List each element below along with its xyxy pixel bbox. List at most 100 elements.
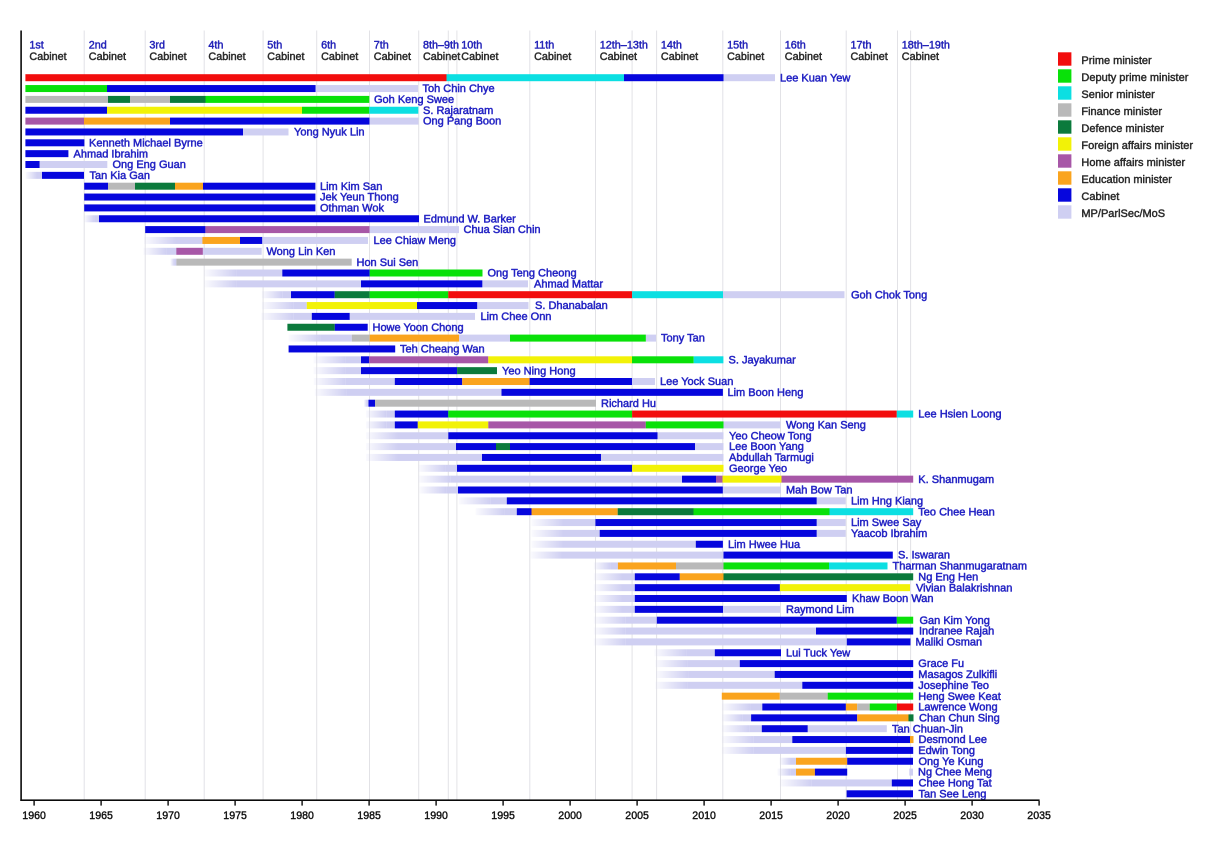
svg-text:Education minister: Education minister <box>1081 174 1172 186</box>
svg-text:4th: 4th <box>208 39 223 51</box>
svg-text:1995: 1995 <box>491 810 515 822</box>
svg-text:Cabinet: Cabinet <box>851 51 888 63</box>
svg-text:Cabinet: Cabinet <box>149 51 186 63</box>
svg-text:Cabinet: Cabinet <box>534 51 571 63</box>
svg-text:Ong Eng Guan: Ong Eng Guan <box>113 159 186 171</box>
svg-text:Goh Chok Tong: Goh Chok Tong <box>851 289 927 301</box>
svg-text:Tony Tan: Tony Tan <box>661 333 705 345</box>
svg-text:Cabinet: Cabinet <box>29 51 66 63</box>
svg-text:Chee Hong Tat: Chee Hong Tat <box>919 778 992 790</box>
svg-text:Cabinet: Cabinet <box>461 51 498 63</box>
svg-text:Toh Chin Chye: Toh Chin Chye <box>423 83 495 95</box>
svg-text:7th: 7th <box>374 39 389 51</box>
svg-text:Lim Hwee Hua: Lim Hwee Hua <box>728 539 801 551</box>
svg-text:Lee Yock Suan: Lee Yock Suan <box>660 376 733 388</box>
svg-text:Yong Nyuk Lin: Yong Nyuk Lin <box>294 127 365 139</box>
svg-text:Teo Chee Hean: Teo Chee Hean <box>918 506 994 518</box>
svg-text:Tan Chuan-Jin: Tan Chuan-Jin <box>892 723 963 735</box>
svg-text:1960: 1960 <box>22 810 46 822</box>
svg-text:Tan Kia Gan: Tan Kia Gan <box>90 170 151 182</box>
svg-text:Cabinet: Cabinet <box>267 51 304 63</box>
svg-text:S. Jayakumar: S. Jayakumar <box>729 354 797 366</box>
svg-text:Indranee Rajah: Indranee Rajah <box>919 626 994 638</box>
svg-text:Goh Keng Swee: Goh Keng Swee <box>374 94 454 106</box>
svg-text:3rd: 3rd <box>149 39 165 51</box>
svg-text:MP/ParlSec/MoS: MP/ParlSec/MoS <box>1081 208 1165 220</box>
svg-text:1st: 1st <box>29 39 43 51</box>
svg-text:1980: 1980 <box>290 810 314 822</box>
svg-text:2nd: 2nd <box>89 39 107 51</box>
svg-text:10th: 10th <box>461 39 482 51</box>
svg-text:Ng Eng Hen: Ng Eng Hen <box>918 571 978 583</box>
svg-text:Lui Tuck Yew: Lui Tuck Yew <box>786 647 850 659</box>
svg-text:Kenneth Michael Byrne: Kenneth Michael Byrne <box>89 137 203 149</box>
svg-text:Cabinet: Cabinet <box>785 51 822 63</box>
svg-text:Ahmad Ibrahim: Ahmad Ibrahim <box>74 148 149 160</box>
svg-text:Cabinet: Cabinet <box>208 51 245 63</box>
svg-text:Ong Teng Cheong: Ong Teng Cheong <box>488 268 577 280</box>
svg-text:Edmund W. Barker: Edmund W. Barker <box>424 213 517 225</box>
svg-text:Heng Swee Keat: Heng Swee Keat <box>918 691 1001 703</box>
svg-text:Desmond Lee: Desmond Lee <box>919 734 988 746</box>
svg-text:Senior minister: Senior minister <box>1081 89 1155 101</box>
svg-text:6th: 6th <box>321 39 336 51</box>
svg-text:Cabinet: Cabinet <box>374 51 411 63</box>
svg-text:8th–9th: 8th–9th <box>423 39 459 51</box>
svg-text:16th: 16th <box>785 39 806 51</box>
svg-text:Lim Kim San: Lim Kim San <box>320 181 382 193</box>
svg-text:Lawrence Wong: Lawrence Wong <box>918 702 997 714</box>
svg-text:Lim Swee Say: Lim Swee Say <box>851 517 922 529</box>
svg-text:Finance minister: Finance minister <box>1081 106 1162 118</box>
svg-text:Wong Kan Seng: Wong Kan Seng <box>786 420 866 432</box>
svg-text:Lee Boon Yang: Lee Boon Yang <box>729 441 804 453</box>
svg-text:Cabinet: Cabinet <box>89 51 126 63</box>
svg-text:Teh Cheang Wan: Teh Cheang Wan <box>400 344 485 356</box>
svg-text:2035: 2035 <box>1027 810 1051 822</box>
svg-text:2030: 2030 <box>960 810 984 822</box>
svg-text:2025: 2025 <box>893 810 917 822</box>
svg-text:Raymond Lim: Raymond Lim <box>786 604 854 616</box>
svg-text:Defence minister: Defence minister <box>1081 123 1164 135</box>
svg-text:Yeo Cheow Tong: Yeo Cheow Tong <box>729 430 812 442</box>
svg-text:Yaacob Ibrahim: Yaacob Ibrahim <box>851 528 927 540</box>
svg-text:Yeo Ning Hong: Yeo Ning Hong <box>502 365 576 377</box>
svg-text:Lim Hng Kiang: Lim Hng Kiang <box>851 495 923 507</box>
svg-text:17th: 17th <box>851 39 872 51</box>
svg-text:18th–19th: 18th–19th <box>902 39 950 51</box>
svg-text:Tharman Shanmugaratnam: Tharman Shanmugaratnam <box>893 561 1028 573</box>
svg-text:Edwin Tong: Edwin Tong <box>918 745 975 757</box>
svg-text:Ahmad Mattar: Ahmad Mattar <box>534 278 603 290</box>
svg-text:Cabinet: Cabinet <box>1081 191 1119 203</box>
svg-text:Jek Yeun Thong: Jek Yeun Thong <box>320 192 399 204</box>
svg-text:Mah Bow Tan: Mah Bow Tan <box>786 485 852 497</box>
svg-text:Lim Chee Onn: Lim Chee Onn <box>481 311 552 323</box>
svg-text:Lee Chiaw Meng: Lee Chiaw Meng <box>374 235 457 247</box>
svg-text:Wong Lin Ken: Wong Lin Ken <box>267 246 336 258</box>
svg-text:15th: 15th <box>727 39 748 51</box>
svg-text:Prime minister: Prime minister <box>1081 55 1152 67</box>
svg-text:Cabinet: Cabinet <box>661 51 698 63</box>
svg-text:Deputy prime minister: Deputy prime minister <box>1081 72 1188 84</box>
svg-text:Hon Sui Sen: Hon Sui Sen <box>357 257 419 269</box>
svg-text:2020: 2020 <box>826 810 850 822</box>
svg-text:George Yeo: George Yeo <box>729 463 787 475</box>
svg-text:Khaw Boon Wan: Khaw Boon Wan <box>852 593 934 605</box>
svg-text:2010: 2010 <box>692 810 716 822</box>
svg-text:12th–13th: 12th–13th <box>600 39 648 51</box>
svg-text:1990: 1990 <box>424 810 448 822</box>
svg-text:11th: 11th <box>534 39 554 51</box>
svg-text:Cabinet: Cabinet <box>600 51 637 63</box>
svg-text:K. Shanmugam: K. Shanmugam <box>918 474 994 486</box>
svg-text:Ong Ye Kung: Ong Ye Kung <box>919 756 984 768</box>
svg-text:Cabinet: Cabinet <box>423 51 460 63</box>
svg-text:1970: 1970 <box>156 810 180 822</box>
svg-text:Josephine Teo: Josephine Teo <box>918 680 989 692</box>
svg-text:Ng Chee Meng: Ng Chee Meng <box>918 767 992 779</box>
svg-text:Gan Kim Yong: Gan Kim Yong <box>920 615 990 627</box>
svg-text:Ong Pang Boon: Ong Pang Boon <box>423 116 501 128</box>
svg-text:S. Iswaran: S. Iswaran <box>898 550 950 562</box>
svg-text:Cabinet: Cabinet <box>902 51 939 63</box>
svg-text:Maliki Osman: Maliki Osman <box>916 637 983 649</box>
svg-text:Chua Sian Chin: Chua Sian Chin <box>464 224 541 236</box>
svg-text:S. Rajaratnam: S. Rajaratnam <box>423 105 493 117</box>
